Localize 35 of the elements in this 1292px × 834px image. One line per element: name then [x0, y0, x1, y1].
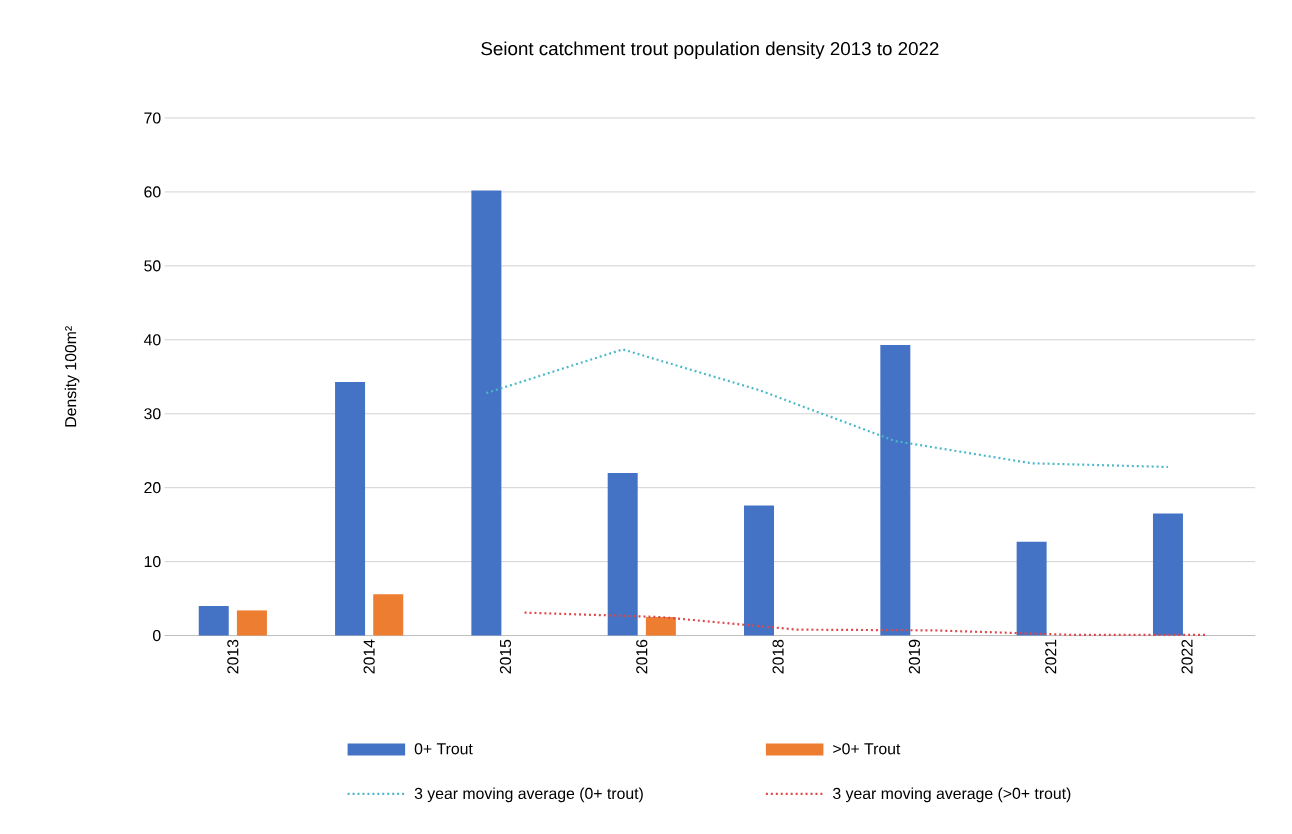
x-tick-label: 2015 — [499, 639, 512, 674]
bar — [607, 472, 638, 636]
y-tick-label: 70 — [144, 112, 161, 124]
x-tick-label: 2021 — [1045, 639, 1057, 674]
y-tick-label: 10 — [144, 556, 161, 568]
x-tick-label: 2019 — [908, 639, 921, 674]
y-tick-label: 0 — [153, 630, 161, 642]
bar — [1152, 513, 1183, 636]
legend-label: 0+ Trout — [414, 743, 473, 755]
bar — [373, 594, 404, 636]
bar — [198, 606, 229, 636]
line-series — [523, 611, 1208, 636]
bar — [645, 617, 676, 636]
chart-title: Seiont catchment trout population density 2013 to 2022 — [481, 41, 939, 60]
bar — [236, 610, 267, 636]
bar — [471, 190, 502, 636]
y-tick-label: 50 — [144, 260, 161, 272]
bar — [744, 505, 774, 636]
y-tick-label: 40 — [143, 334, 161, 346]
y-tick-label: 20 — [144, 482, 161, 494]
x-tick-label: 2014 — [363, 639, 375, 674]
y-axis-title: Density 100m² — [64, 326, 80, 427]
y-tick-label: 60 — [144, 186, 161, 198]
x-tick-label: 2022 — [1181, 639, 1193, 674]
legend-label: 3 year moving average (0+ trout) — [414, 787, 643, 803]
bar — [1016, 541, 1047, 636]
bar — [335, 382, 366, 636]
x-tick-label: 2018 — [772, 639, 784, 674]
legend-label: 3 year moving average (>0+ trout) — [833, 787, 1071, 803]
bar — [880, 345, 911, 636]
line-series — [485, 348, 1170, 469]
x-tick-label: 2016 — [636, 639, 648, 674]
legend-label: >0+ Trout — [833, 743, 901, 755]
y-tick-label: 30 — [144, 408, 161, 420]
x-tick-label: 2013 — [227, 639, 239, 674]
